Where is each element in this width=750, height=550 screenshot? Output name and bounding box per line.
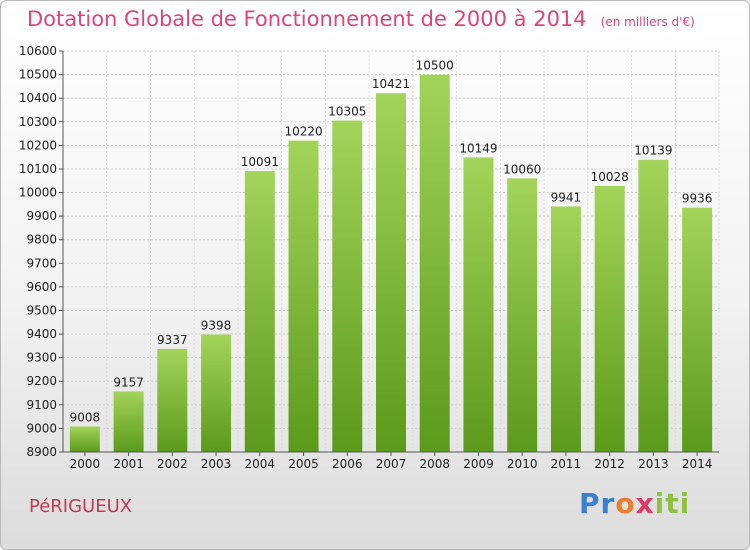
y-tick-label: 10200	[19, 138, 57, 152]
bar-2002	[157, 348, 188, 452]
bar-2001	[113, 391, 144, 452]
x-tick-label: 2001	[113, 457, 144, 471]
y-tick-label: 10100	[19, 162, 57, 176]
x-tick-label: 2005	[288, 457, 319, 471]
value-label: 10028	[591, 170, 629, 184]
value-label: 9398	[201, 319, 232, 333]
logo-part-3: x	[635, 487, 655, 520]
y-tick-label: 9300	[26, 351, 57, 365]
x-tick-label: 2003	[201, 457, 232, 471]
bar-2003	[201, 334, 232, 452]
x-tick-label: 2009	[463, 457, 494, 471]
y-tick-label: 10300	[19, 115, 57, 129]
x-tick-label: 2007	[376, 457, 407, 471]
bar-2014	[682, 207, 713, 452]
y-tick-label: 9400	[26, 327, 57, 341]
axes: 8900 9000 9100 9200 9300 9400 9500 9600 9700 9800…	[19, 44, 719, 471]
value-label: 10091	[241, 155, 279, 169]
bar-2000	[69, 426, 100, 452]
x-tick-label: 2012	[594, 457, 625, 471]
value-label: 9008	[70, 411, 101, 425]
value-label: 10220	[284, 125, 322, 139]
y-tick-label: 9200	[26, 374, 57, 388]
logo-part-1: Pr	[579, 487, 616, 520]
chart-title: Dotation Globale de Fonctionnement de 20…	[27, 7, 695, 31]
y-tick-label: 9900	[26, 209, 57, 223]
y-tick-label: 9800	[26, 233, 57, 247]
value-label: 10305	[328, 105, 366, 119]
x-tick-label: 2013	[638, 457, 669, 471]
x-tick-label: 2006	[332, 457, 363, 471]
y-tick-label: 8900	[26, 445, 57, 459]
y-tick-label: 10500	[19, 68, 57, 82]
bar-2012	[594, 185, 625, 452]
y-tick-label: 9600	[26, 280, 57, 294]
x-tick-label: 2000	[70, 457, 101, 471]
y-tick-label: 10600	[19, 44, 57, 58]
value-label: 9936	[682, 192, 713, 206]
logo-part-4: iti	[654, 487, 691, 520]
y-tick-label: 9700	[26, 256, 57, 270]
bar-2006	[332, 120, 363, 452]
value-label: 10149	[459, 141, 497, 155]
value-label: 9337	[157, 333, 188, 347]
y-tick-label: 10000	[19, 186, 57, 200]
value-label: 10500	[416, 59, 454, 73]
x-tick-label: 2004	[245, 457, 276, 471]
value-label: 10060	[503, 162, 541, 176]
value-label: 10421	[372, 77, 410, 91]
y-tick-label: 9500	[26, 303, 57, 317]
bar-2004	[244, 171, 275, 452]
y-tick-label: 9100	[26, 398, 57, 412]
value-label: 10139	[634, 144, 672, 158]
x-tick-label: 2010	[507, 457, 538, 471]
y-tick-label: 10400	[19, 91, 57, 105]
y-tick-label: 9000	[26, 421, 57, 435]
bar-2005	[288, 140, 319, 452]
bar-2011	[550, 206, 581, 452]
bars: 9008 9157 9337 9398 10091 10220 10305 10421 1050…	[69, 59, 713, 453]
city-label: PéRIGUEUX	[29, 496, 133, 517]
x-tick-label: 2002	[157, 457, 188, 471]
x-tick-label: 2014	[682, 457, 713, 471]
logo-part-2: o	[615, 487, 636, 520]
x-tick-label: 2011	[551, 457, 582, 471]
bar-2009	[463, 157, 494, 452]
bar-2007	[376, 93, 406, 453]
bar-2013	[638, 159, 669, 452]
bar-2008	[419, 74, 450, 453]
unit-label: (en milliers d'€)	[600, 15, 695, 29]
x-tick-label: 2008	[419, 457, 450, 471]
bar-2010	[507, 178, 538, 452]
value-label: 9157	[113, 375, 144, 389]
title-text: Dotation Globale de Fonctionnement de 20…	[27, 7, 587, 31]
proxiti-logo: Proxiti	[579, 487, 690, 520]
value-label: 9941	[551, 190, 582, 204]
